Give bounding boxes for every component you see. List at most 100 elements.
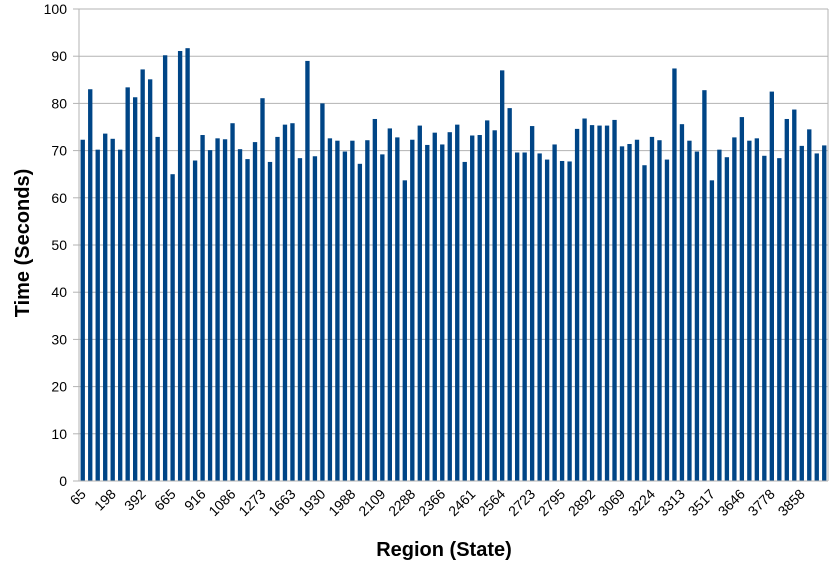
bar — [432, 132, 437, 481]
bar — [402, 180, 407, 481]
bar — [410, 139, 415, 482]
bar — [604, 125, 610, 481]
bar — [372, 118, 378, 481]
x-tick-label: 1663 — [265, 486, 298, 519]
bar — [822, 145, 827, 481]
x-tick-label: 665 — [151, 486, 179, 514]
bar — [792, 109, 797, 481]
bar — [694, 151, 700, 482]
bar — [237, 149, 243, 481]
bar — [230, 123, 235, 481]
bar — [672, 68, 677, 481]
y-tick-label: 40 — [51, 284, 67, 300]
bar — [140, 69, 145, 482]
bar — [103, 133, 108, 482]
bar — [529, 126, 535, 481]
x-tick-label: 1273 — [235, 486, 268, 519]
bar — [133, 97, 138, 481]
bar — [440, 144, 445, 481]
bar — [170, 174, 175, 481]
bar — [717, 149, 722, 481]
bar — [357, 163, 363, 481]
bar — [574, 128, 580, 481]
bar — [95, 149, 100, 481]
bar — [589, 125, 595, 482]
bar — [747, 140, 752, 481]
bar — [739, 117, 745, 481]
y-tick-label: 0 — [59, 473, 67, 489]
bar — [327, 138, 333, 481]
bar — [387, 128, 392, 482]
bar — [784, 118, 789, 481]
bar — [342, 151, 348, 482]
y-tick-label: 30 — [51, 331, 67, 347]
y-tick-label: 70 — [51, 143, 67, 159]
bar — [162, 55, 168, 481]
x-tick-label: 1988 — [325, 486, 358, 519]
bar — [544, 159, 550, 481]
bar — [380, 154, 385, 481]
y-tick-labels: 0 10 20 30 40 50 60 70 80 90 100 — [44, 1, 68, 489]
bar — [657, 140, 662, 481]
x-tick-label: 65 — [67, 486, 89, 508]
bar — [125, 87, 130, 481]
bar — [777, 158, 782, 481]
bar — [500, 70, 505, 482]
bar — [597, 125, 602, 481]
y-axis-title: Time (Seconds) — [12, 169, 34, 318]
bar — [365, 140, 370, 481]
x-tick-label: 2288 — [385, 486, 418, 519]
bar — [567, 161, 572, 481]
bar — [447, 132, 452, 481]
y-tick-label: 10 — [51, 426, 67, 442]
bar — [709, 180, 715, 481]
bar — [155, 136, 160, 481]
bar — [200, 135, 205, 481]
bar — [185, 48, 190, 482]
x-tick-label: 2564 — [475, 486, 508, 519]
bar — [769, 91, 774, 481]
x-tick-label: 2461 — [445, 486, 478, 519]
bar — [634, 139, 640, 482]
bar — [215, 138, 220, 481]
bar — [177, 51, 183, 481]
bar — [260, 98, 265, 482]
bar — [649, 136, 655, 481]
x-tick-label: 2109 — [355, 486, 388, 519]
bar — [350, 140, 355, 481]
x-tick-label: 1930 — [295, 486, 328, 519]
y-tick-label: 50 — [51, 237, 67, 253]
bar — [664, 159, 670, 481]
x-tick-label: 916 — [181, 486, 209, 514]
bar — [485, 120, 490, 481]
x-tick-label: 3778 — [745, 486, 778, 519]
bar — [702, 90, 707, 482]
bar — [807, 129, 812, 482]
bar — [514, 152, 520, 482]
axes — [78, 9, 829, 482]
bar — [619, 146, 625, 481]
x-tick-label: 3646 — [715, 486, 748, 519]
x-tick-label: 2366 — [415, 486, 448, 519]
x-tick-label: 3069 — [595, 486, 628, 519]
bar — [118, 149, 123, 481]
x-tick-label: 198 — [91, 486, 119, 514]
bar — [267, 161, 273, 481]
x-tick-label: 392 — [121, 486, 149, 514]
x-tick-label: 2723 — [505, 486, 538, 519]
bar — [425, 144, 430, 481]
bar — [290, 123, 295, 481]
bar — [762, 155, 767, 482]
bar — [507, 108, 512, 482]
bar — [80, 139, 85, 482]
bars — [80, 48, 827, 482]
bar — [799, 145, 804, 481]
bar — [679, 124, 685, 482]
bar — [552, 144, 557, 481]
y-tick-label: 90 — [51, 48, 67, 64]
bar — [147, 79, 153, 481]
bar — [417, 125, 422, 481]
bar — [814, 153, 819, 481]
bar — [320, 103, 325, 482]
